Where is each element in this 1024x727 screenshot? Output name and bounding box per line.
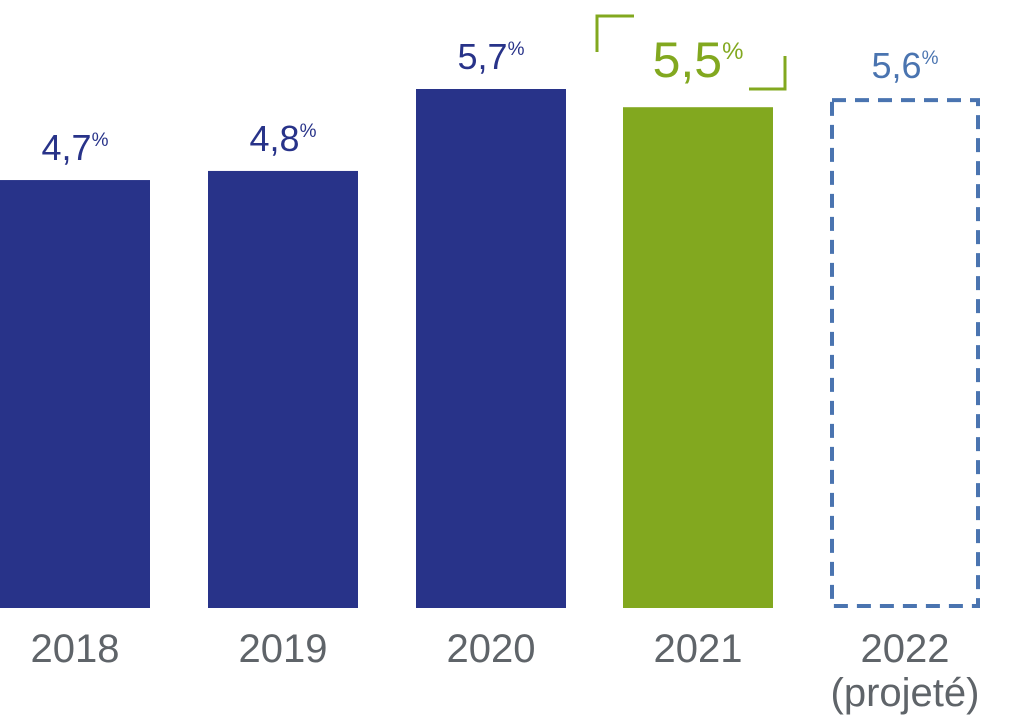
bracket-top-left [595, 14, 634, 52]
x-tick-2021: 2021 [654, 627, 743, 671]
value-label-2019: 4,8% [250, 118, 317, 159]
x-tick-2020: 2020 [447, 627, 536, 671]
bar-2019 [208, 170, 358, 608]
bar-2021 [623, 107, 773, 609]
x-tick-2018: 2018 [31, 627, 120, 671]
value-label-2022: 5,6% [872, 45, 939, 86]
value-labels-group: 4,7% 4,8% 5,7% 5,5% 5,6% [42, 32, 939, 168]
highlight-bracket [595, 14, 787, 91]
bracket-bottom-right [749, 56, 787, 91]
value-label-2021: 5,5% [653, 32, 744, 88]
bar-2022-projected [830, 98, 980, 609]
bars-group [0, 89, 980, 609]
bar-2020 [416, 89, 566, 608]
bar-2018 [0, 180, 150, 609]
value-label-2020: 5,7% [458, 36, 525, 77]
x-tick-2019: 2019 [239, 627, 328, 671]
x-tick-2022: 2022 [861, 627, 950, 671]
value-label-2018: 4,7% [42, 127, 109, 168]
x-tick-sublabel-2022: (projeté) [831, 671, 980, 715]
x-axis-ticks: 2018 2019 2020 2021 2022(projeté) [31, 627, 980, 715]
